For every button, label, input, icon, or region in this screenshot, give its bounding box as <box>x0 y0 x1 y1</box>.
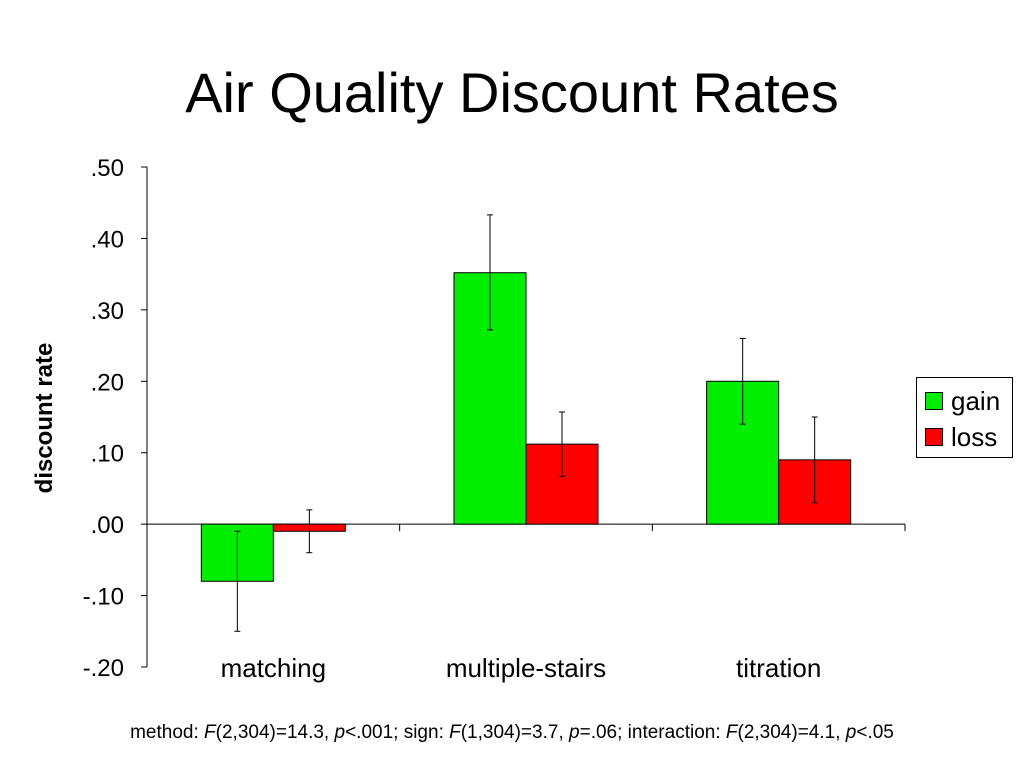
footnote-part: =.06; interaction: <box>579 722 726 743</box>
legend-item-loss: loss <box>925 422 997 452</box>
footnote-part: p <box>845 722 857 743</box>
legend-item-gain: gain <box>925 386 1000 416</box>
footnote-part: (2,304)=4.1, <box>737 722 846 743</box>
category-label: titration <box>736 653 821 683</box>
y-tick-label: .00 <box>91 512 124 539</box>
y-axis-label: discount rate <box>31 343 58 494</box>
footnote-part: (1,304)=3.7, <box>460 722 570 743</box>
footnote-part: method: <box>130 722 205 743</box>
chart-title: Air Quality Discount Rates <box>185 61 839 124</box>
legend-swatch-loss <box>925 428 943 446</box>
footnote-part: <.05 <box>856 722 894 743</box>
footnote-part: F <box>725 722 738 743</box>
legend-label-loss: loss <box>951 421 998 452</box>
y-tick-label: .40 <box>91 226 124 253</box>
footnote-part: p <box>569 722 580 743</box>
y-tick-label: .30 <box>91 298 124 325</box>
category-label: matching <box>221 653 327 683</box>
legend-label-gain: gain <box>951 385 1001 416</box>
y-tick-label: -.20 <box>83 655 124 682</box>
y-tick-label: -.10 <box>83 584 124 611</box>
y-tick-label: .50 <box>91 155 124 182</box>
footnote-part: (2,304)=14.3, <box>215 722 335 743</box>
y-tick-label: .20 <box>91 369 124 396</box>
footnote-part: <.001; sign: <box>345 722 450 743</box>
legend: gain loss <box>916 377 1013 458</box>
statistics-footnote: method: F(2,304)=14.3, p<.001; sign: F(1… <box>0 722 1024 744</box>
category-label: multiple-stairs <box>446 653 606 683</box>
y-tick-label: .10 <box>91 441 124 468</box>
legend-swatch-gain <box>925 392 943 410</box>
footnote-part: F <box>204 722 216 743</box>
footnote-part: F <box>449 722 461 743</box>
footnote-part: p <box>334 722 346 743</box>
